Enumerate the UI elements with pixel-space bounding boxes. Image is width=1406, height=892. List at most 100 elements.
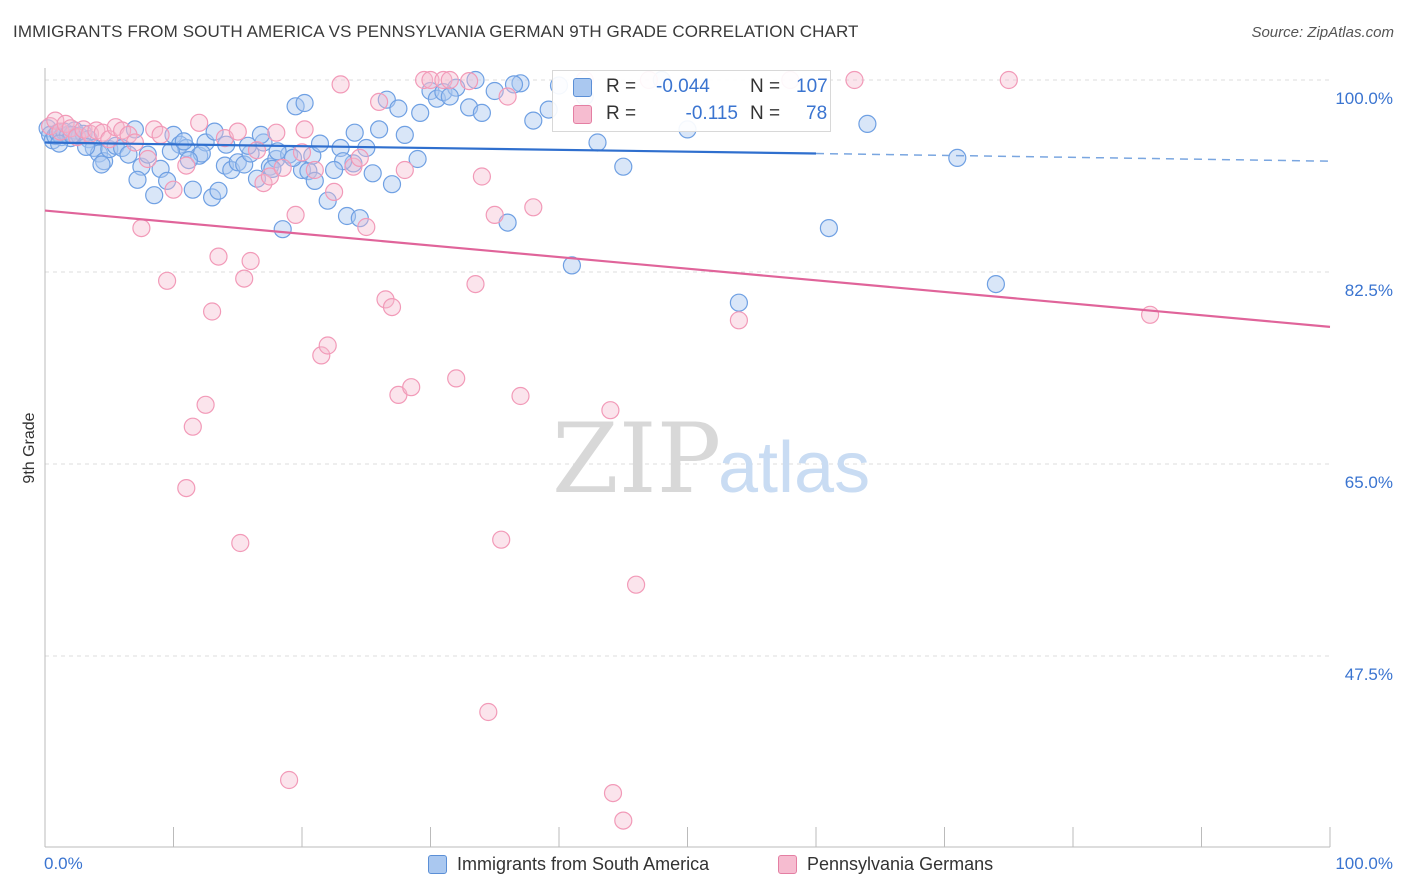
data-point bbox=[305, 160, 324, 180]
legend-swatch-pink bbox=[573, 104, 592, 124]
y-tick-label: 82.5% bbox=[1345, 281, 1393, 300]
data-point bbox=[46, 111, 65, 130]
data-point bbox=[588, 133, 607, 152]
data-point bbox=[370, 120, 389, 139]
data-point bbox=[205, 122, 224, 141]
data-point bbox=[986, 275, 1006, 294]
data-point bbox=[402, 378, 421, 397]
legend-n-label: N = bbox=[750, 103, 781, 124]
data-point bbox=[138, 149, 157, 169]
data-point bbox=[948, 148, 967, 167]
data-point bbox=[161, 142, 180, 161]
data-point bbox=[819, 219, 839, 238]
data-point bbox=[209, 247, 228, 266]
bottom-legend-item-pennsylvania-germans: Pennsylvania Germans bbox=[778, 852, 993, 876]
data-point bbox=[260, 167, 279, 186]
data-point bbox=[183, 180, 202, 199]
data-point bbox=[331, 138, 350, 158]
data-point bbox=[235, 155, 254, 174]
tick-labels: 47.5% 65.0% 82.5% 100.0% 0.0% 100.0% bbox=[44, 89, 1393, 873]
y-tick-label: 65.0% bbox=[1345, 473, 1393, 492]
data-point bbox=[729, 311, 749, 330]
data-point bbox=[395, 125, 414, 144]
data-point bbox=[614, 157, 633, 176]
data-point bbox=[466, 70, 485, 90]
data-point bbox=[345, 123, 364, 142]
data-point bbox=[729, 293, 749, 312]
data-point bbox=[318, 336, 337, 355]
data-point bbox=[241, 251, 260, 271]
data-points bbox=[38, 70, 1160, 830]
data-point bbox=[382, 298, 402, 317]
data-point bbox=[562, 256, 582, 275]
data-point bbox=[295, 93, 314, 113]
data-point bbox=[415, 70, 434, 90]
legend-row-pennsylvania-germans: R = -0.115 N = 78 bbox=[573, 102, 827, 126]
legend-r-value: -0.044 bbox=[656, 76, 710, 97]
bottom-legend-swatch-pink bbox=[778, 854, 797, 874]
data-point bbox=[273, 220, 292, 239]
data-point bbox=[460, 71, 479, 91]
data-point bbox=[254, 174, 273, 193]
data-point bbox=[440, 70, 459, 90]
data-point bbox=[273, 158, 292, 177]
watermark: ZIP atlas bbox=[552, 403, 870, 515]
data-point bbox=[209, 181, 228, 200]
data-point bbox=[325, 160, 344, 180]
data-point bbox=[472, 167, 491, 186]
legend-r-label: R = bbox=[606, 76, 637, 97]
data-point bbox=[479, 702, 498, 722]
data-point bbox=[434, 70, 453, 90]
data-point bbox=[614, 811, 633, 830]
data-point bbox=[1140, 305, 1160, 324]
trend-line-south-america bbox=[44, 141, 817, 155]
data-point bbox=[164, 180, 183, 199]
bottom-legend-swatch-blue bbox=[428, 854, 447, 874]
data-point bbox=[626, 575, 646, 594]
source-label: Source: ZipAtlas.com bbox=[1251, 24, 1394, 41]
chart-title: IMMIGRANTS FROM SOUTH AMERICA VS PENNSYL… bbox=[13, 22, 859, 41]
data-point bbox=[125, 133, 144, 152]
data-point bbox=[177, 479, 196, 498]
data-point bbox=[411, 103, 430, 123]
data-point bbox=[858, 114, 877, 134]
bottom-legend-item-south-america: Immigrants from South America bbox=[428, 852, 709, 876]
bottom-legend-label: Immigrants from South America bbox=[457, 853, 710, 874]
data-point bbox=[292, 143, 312, 162]
data-point bbox=[325, 182, 344, 201]
data-point bbox=[395, 160, 414, 180]
data-point bbox=[363, 164, 382, 183]
trend-lines bbox=[44, 141, 1331, 328]
x-tick-label-min: 0.0% bbox=[44, 854, 83, 873]
data-point bbox=[511, 74, 530, 93]
correlation-legend: R = -0.044 N = 107 R = -0.115 N = 78 bbox=[552, 70, 831, 132]
data-point bbox=[295, 120, 314, 139]
data-point bbox=[145, 186, 164, 205]
data-point bbox=[174, 132, 193, 151]
data-point bbox=[286, 205, 305, 224]
data-point bbox=[370, 92, 389, 112]
data-point bbox=[158, 271, 177, 290]
data-point bbox=[524, 198, 543, 217]
series-south-america bbox=[38, 70, 1006, 312]
legend-r-label: R = bbox=[606, 103, 637, 124]
data-point bbox=[845, 70, 864, 90]
y-tick-label: 100.0% bbox=[1335, 89, 1393, 108]
data-point bbox=[357, 217, 376, 237]
data-point bbox=[447, 369, 466, 388]
data-point bbox=[251, 125, 270, 144]
data-point bbox=[472, 103, 491, 123]
y-axis-label: 9th Grade bbox=[21, 412, 38, 483]
data-point bbox=[128, 170, 147, 189]
watermark-atlas: atlas bbox=[718, 428, 870, 508]
data-point bbox=[138, 145, 157, 164]
data-point bbox=[389, 99, 408, 118]
data-point bbox=[203, 302, 222, 321]
data-point bbox=[312, 346, 331, 365]
data-point bbox=[466, 275, 485, 294]
data-point bbox=[40, 116, 60, 136]
data-point bbox=[999, 70, 1018, 90]
data-point bbox=[408, 149, 427, 169]
data-point bbox=[268, 142, 287, 161]
legend-n-label: N = bbox=[750, 76, 781, 97]
